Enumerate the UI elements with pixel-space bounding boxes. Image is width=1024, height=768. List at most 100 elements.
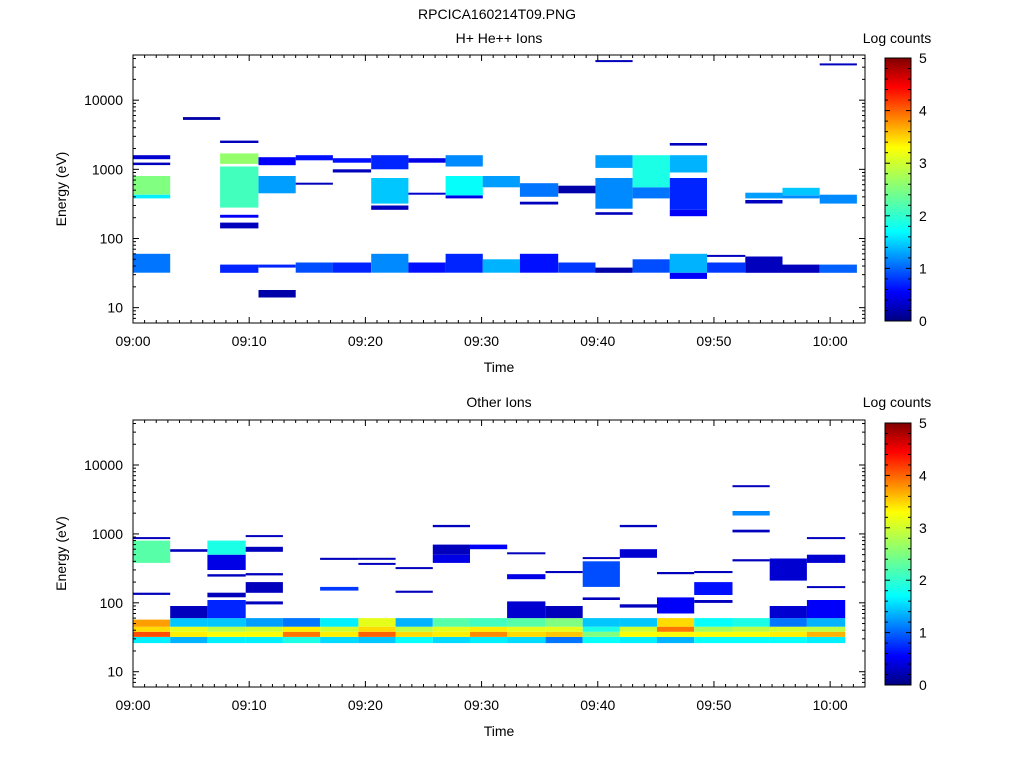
heatmap-cell	[207, 592, 246, 598]
heatmap-cell	[408, 158, 446, 163]
heatmap-cell	[619, 636, 657, 644]
colorbar-tick-label: 0	[919, 677, 927, 693]
heatmap-cell	[657, 597, 695, 614]
heatmap-cell	[595, 267, 633, 273]
heatmap-cell	[669, 209, 707, 217]
heatmap-cell	[694, 636, 733, 644]
heatmap-cell	[694, 626, 733, 632]
heatmap-cell	[258, 157, 296, 166]
x-tick-label: 09:00	[115, 333, 150, 349]
heatmap-cell	[170, 618, 208, 627]
heatmap-cell	[470, 636, 508, 644]
heatmap-cell	[395, 631, 433, 637]
heatmap-cell	[320, 586, 359, 591]
heatmap-cell	[170, 549, 208, 552]
heatmap-cell	[769, 636, 807, 644]
heatmap-cell	[207, 626, 246, 632]
y-tick-label: 10	[107, 664, 123, 680]
x-tick-label: 09:20	[348, 333, 383, 349]
heatmap-cell	[245, 601, 283, 605]
heatmap-cell	[371, 205, 409, 210]
heatmap-cell	[694, 618, 733, 627]
x-tick-label: 09:30	[464, 333, 499, 349]
heatmap-cell	[470, 618, 508, 627]
heatmap-cell	[806, 626, 846, 632]
colorbar-tick-label: 5	[919, 50, 927, 66]
heatmap-cell	[133, 592, 171, 595]
plot-frame	[132, 419, 866, 688]
heatmap-cell	[732, 618, 770, 627]
heatmap-cell	[619, 549, 657, 558]
heatmap-cell	[220, 222, 259, 229]
heatmap-cells	[133, 60, 857, 298]
heatmap-cell	[258, 176, 296, 194]
heatmap-cell	[332, 158, 372, 163]
heatmap-cell	[395, 636, 433, 644]
heatmap-cell	[482, 176, 520, 188]
heatmap-cell	[669, 155, 707, 173]
colorbar-tick-label: 4	[919, 103, 927, 119]
heatmap-cell	[632, 155, 670, 188]
heatmap-cell	[519, 201, 559, 205]
heatmap-cell	[595, 212, 633, 215]
colorbar-tick-label: 4	[919, 467, 927, 483]
heatmap-cell	[558, 262, 596, 273]
heatmap-cell	[769, 558, 807, 581]
heatmap-cell	[282, 618, 321, 627]
heatmap-cell	[595, 155, 633, 168]
heatmap-cell	[470, 631, 508, 637]
heatmap-cell	[220, 166, 259, 208]
colorbar-tick-label: 3	[919, 155, 927, 171]
heatmap-cell	[632, 187, 670, 199]
heatmap-cell	[133, 162, 171, 166]
heatmap-cell	[806, 537, 846, 540]
heatmap-cell	[470, 544, 508, 550]
heatmap-cell	[806, 554, 846, 563]
heatmap-cell	[745, 256, 783, 273]
heatmap-cell	[133, 619, 171, 627]
y-axis-label: Energy (eV)	[53, 516, 69, 591]
heatmap-cell	[669, 178, 707, 210]
heatmap-cell	[582, 618, 620, 627]
heatmap-cell	[769, 626, 807, 632]
y-tick-label: 1000	[92, 161, 123, 177]
heatmap-cell	[707, 254, 746, 257]
heatmap-cell	[732, 626, 770, 632]
heatmap-cell	[482, 259, 520, 273]
x-tick-label: 09:30	[464, 697, 499, 713]
heatmap-cell	[657, 636, 695, 644]
heatmap-cell	[507, 601, 546, 619]
colorbar	[884, 57, 912, 322]
heatmap-cell	[545, 571, 583, 574]
heatmap-cell	[669, 143, 707, 146]
heatmap-cell	[806, 618, 846, 627]
heatmap-cell	[320, 626, 359, 632]
x-axis-label: Time	[484, 723, 515, 739]
heatmap-cell	[133, 626, 171, 632]
heatmap-cell	[258, 264, 296, 268]
heatmap-cell	[408, 262, 446, 273]
x-tick-label: 09:10	[232, 333, 267, 349]
heatmap-cell	[295, 155, 333, 161]
heatmap-cell	[133, 253, 171, 273]
heatmap-cell	[769, 631, 807, 637]
heatmap-cell	[133, 155, 171, 160]
heatmap-cell	[332, 169, 372, 173]
heatmap-cell	[545, 636, 583, 644]
heatmap-cell	[545, 631, 583, 637]
y-tick-label: 100	[100, 230, 124, 246]
heatmap-cell	[282, 636, 321, 644]
y-tick-label: 100	[100, 595, 124, 611]
heatmap-cell	[595, 60, 633, 63]
heatmap-cell	[595, 178, 633, 209]
x-tick-label: 10:00	[813, 697, 848, 713]
heatmap-cell	[806, 586, 846, 589]
heatmap-cell	[619, 604, 657, 608]
heatmap-cell	[358, 562, 396, 565]
heatmap-cell	[657, 631, 695, 637]
heatmap-cell	[245, 546, 283, 552]
heatmap-cell	[519, 183, 559, 197]
heatmap-cell	[507, 626, 546, 632]
heatmap-cell	[545, 606, 583, 619]
heatmap-cell	[170, 606, 208, 619]
